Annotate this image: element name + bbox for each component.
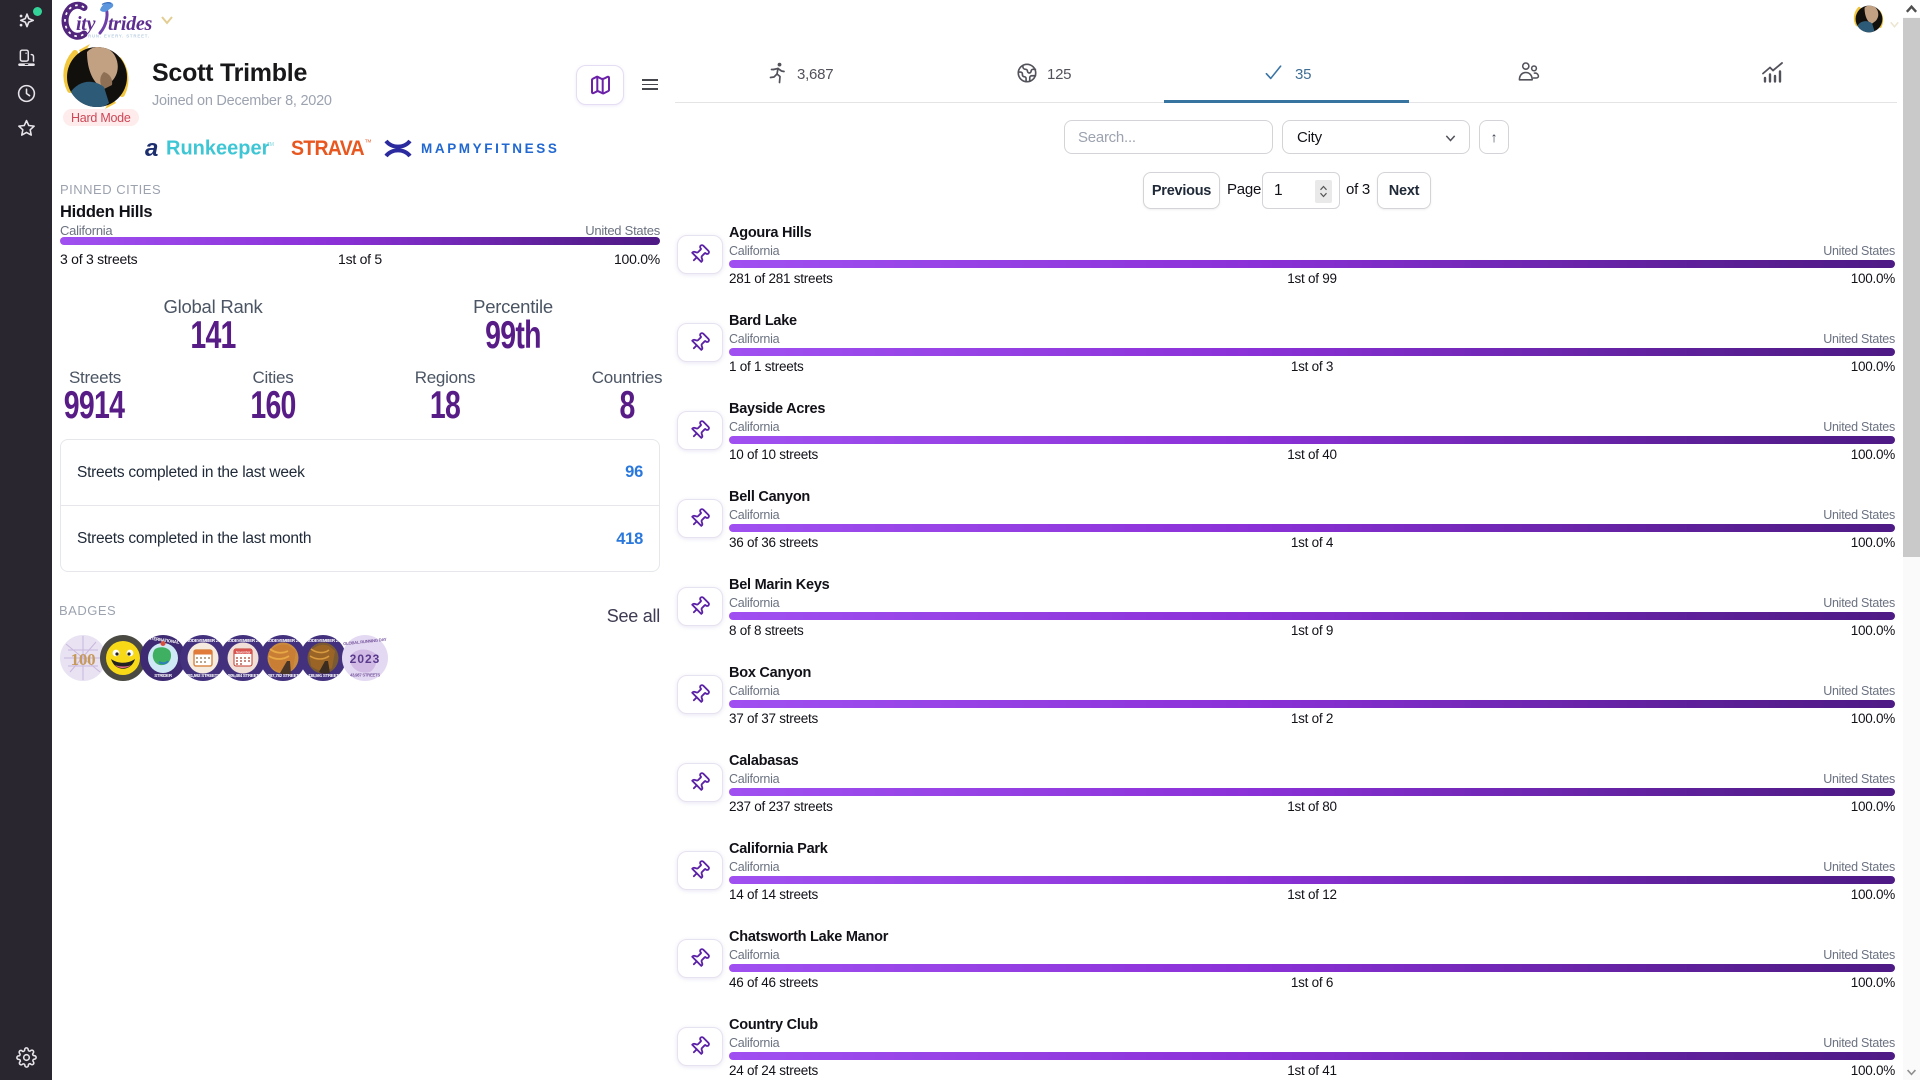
svg-text:TM: TM [267, 142, 274, 148]
svg-text:NODEVEMBER 20: NODEVEMBER 20 [266, 638, 301, 643]
svg-text:STRIDER: STRIDER [154, 673, 173, 678]
svg-text:1,005,484 STREETS: 1,005,484 STREETS [225, 673, 262, 678]
svg-text:NODEVEMBER 20: NODEVEMBER 20 [226, 638, 261, 643]
svg-text:trides: trides [108, 13, 153, 35]
svg-text:STRAVA: STRAVA [291, 137, 365, 160]
svg-text:INTERNATIONAL: INTERNATIONAL [147, 635, 180, 645]
svg-text:NODEVEMBER 20: NODEVEMBER 20 [306, 638, 341, 643]
svg-text:a: a [145, 135, 158, 162]
svg-text:Runkeeper: Runkeeper [166, 138, 270, 160]
svg-text:43,987 STREETS: 43,987 STREETS [350, 673, 380, 678]
svg-text:GLOBAL RUNNING DAY: GLOBAL RUNNING DAY [343, 637, 387, 647]
svg-text:2023: 2023 [350, 652, 381, 666]
svg-text:MAPMYFITNESS: MAPMYFITNESS [421, 141, 559, 156]
svg-text:November: November [236, 651, 252, 655]
svg-text:1,287,782 STREETS: 1,287,782 STREETS [265, 673, 302, 678]
svg-text:RUN. EVERY. STREET.: RUN. EVERY. STREET. [88, 34, 150, 39]
svg-text:NODEVEMBER 20: NODEVEMBER 20 [186, 638, 221, 643]
svg-text:1,438,591 STREETS: 1,438,591 STREETS [305, 673, 342, 678]
svg-text:881,592 STREETS: 881,592 STREETS [186, 673, 220, 678]
svg-text:TM: TM [365, 139, 371, 144]
svg-text:ity: ity [76, 13, 96, 35]
svg-text:100: 100 [71, 650, 96, 669]
